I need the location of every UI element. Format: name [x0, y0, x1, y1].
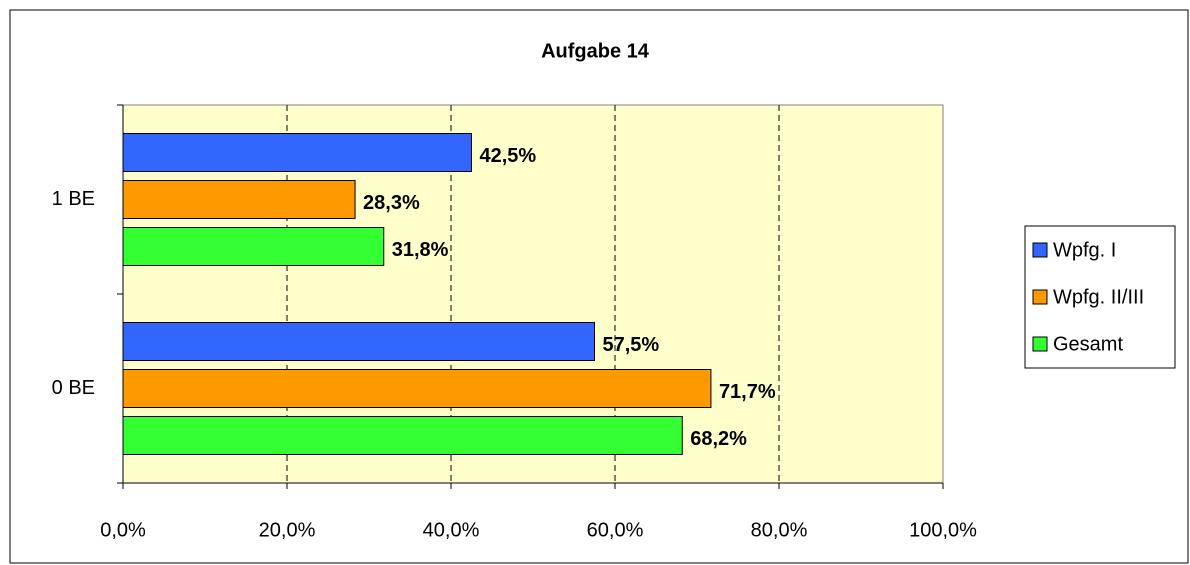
- x-tick-label: 100,0%: [909, 519, 977, 541]
- x-tick-label: 80,0%: [751, 519, 808, 541]
- value-label: 31,8%: [392, 239, 449, 261]
- legend-label: Wpfg. II/III: [1053, 286, 1144, 308]
- value-label: 68,2%: [690, 428, 747, 450]
- legend-swatch: [1032, 242, 1048, 258]
- legend-swatch: [1032, 336, 1048, 352]
- bar: [122, 369, 712, 408]
- legend-label: Gesamt: [1053, 333, 1123, 355]
- bar: [122, 180, 356, 219]
- y-tick-label: 0 BE: [52, 377, 95, 399]
- x-tick-label: 60,0%: [587, 519, 644, 541]
- bar: [122, 133, 472, 172]
- bar: [122, 416, 683, 455]
- value-label: 71,7%: [719, 381, 776, 403]
- bar: [122, 227, 385, 266]
- legend-label: Wpfg. I: [1053, 239, 1116, 261]
- bar: [122, 322, 595, 361]
- x-tick-label: 20,0%: [259, 519, 316, 541]
- value-label: 57,5%: [603, 334, 660, 356]
- value-label: 42,5%: [480, 145, 537, 167]
- legend-swatch: [1032, 289, 1048, 305]
- y-tick-label: 1 BE: [52, 188, 95, 210]
- x-tick-label: 40,0%: [423, 519, 480, 541]
- x-tick-label: 0,0%: [100, 519, 146, 541]
- chart-title: Aufgabe 14: [541, 40, 650, 62]
- value-label: 28,3%: [363, 192, 420, 214]
- legend: [1024, 225, 1176, 369]
